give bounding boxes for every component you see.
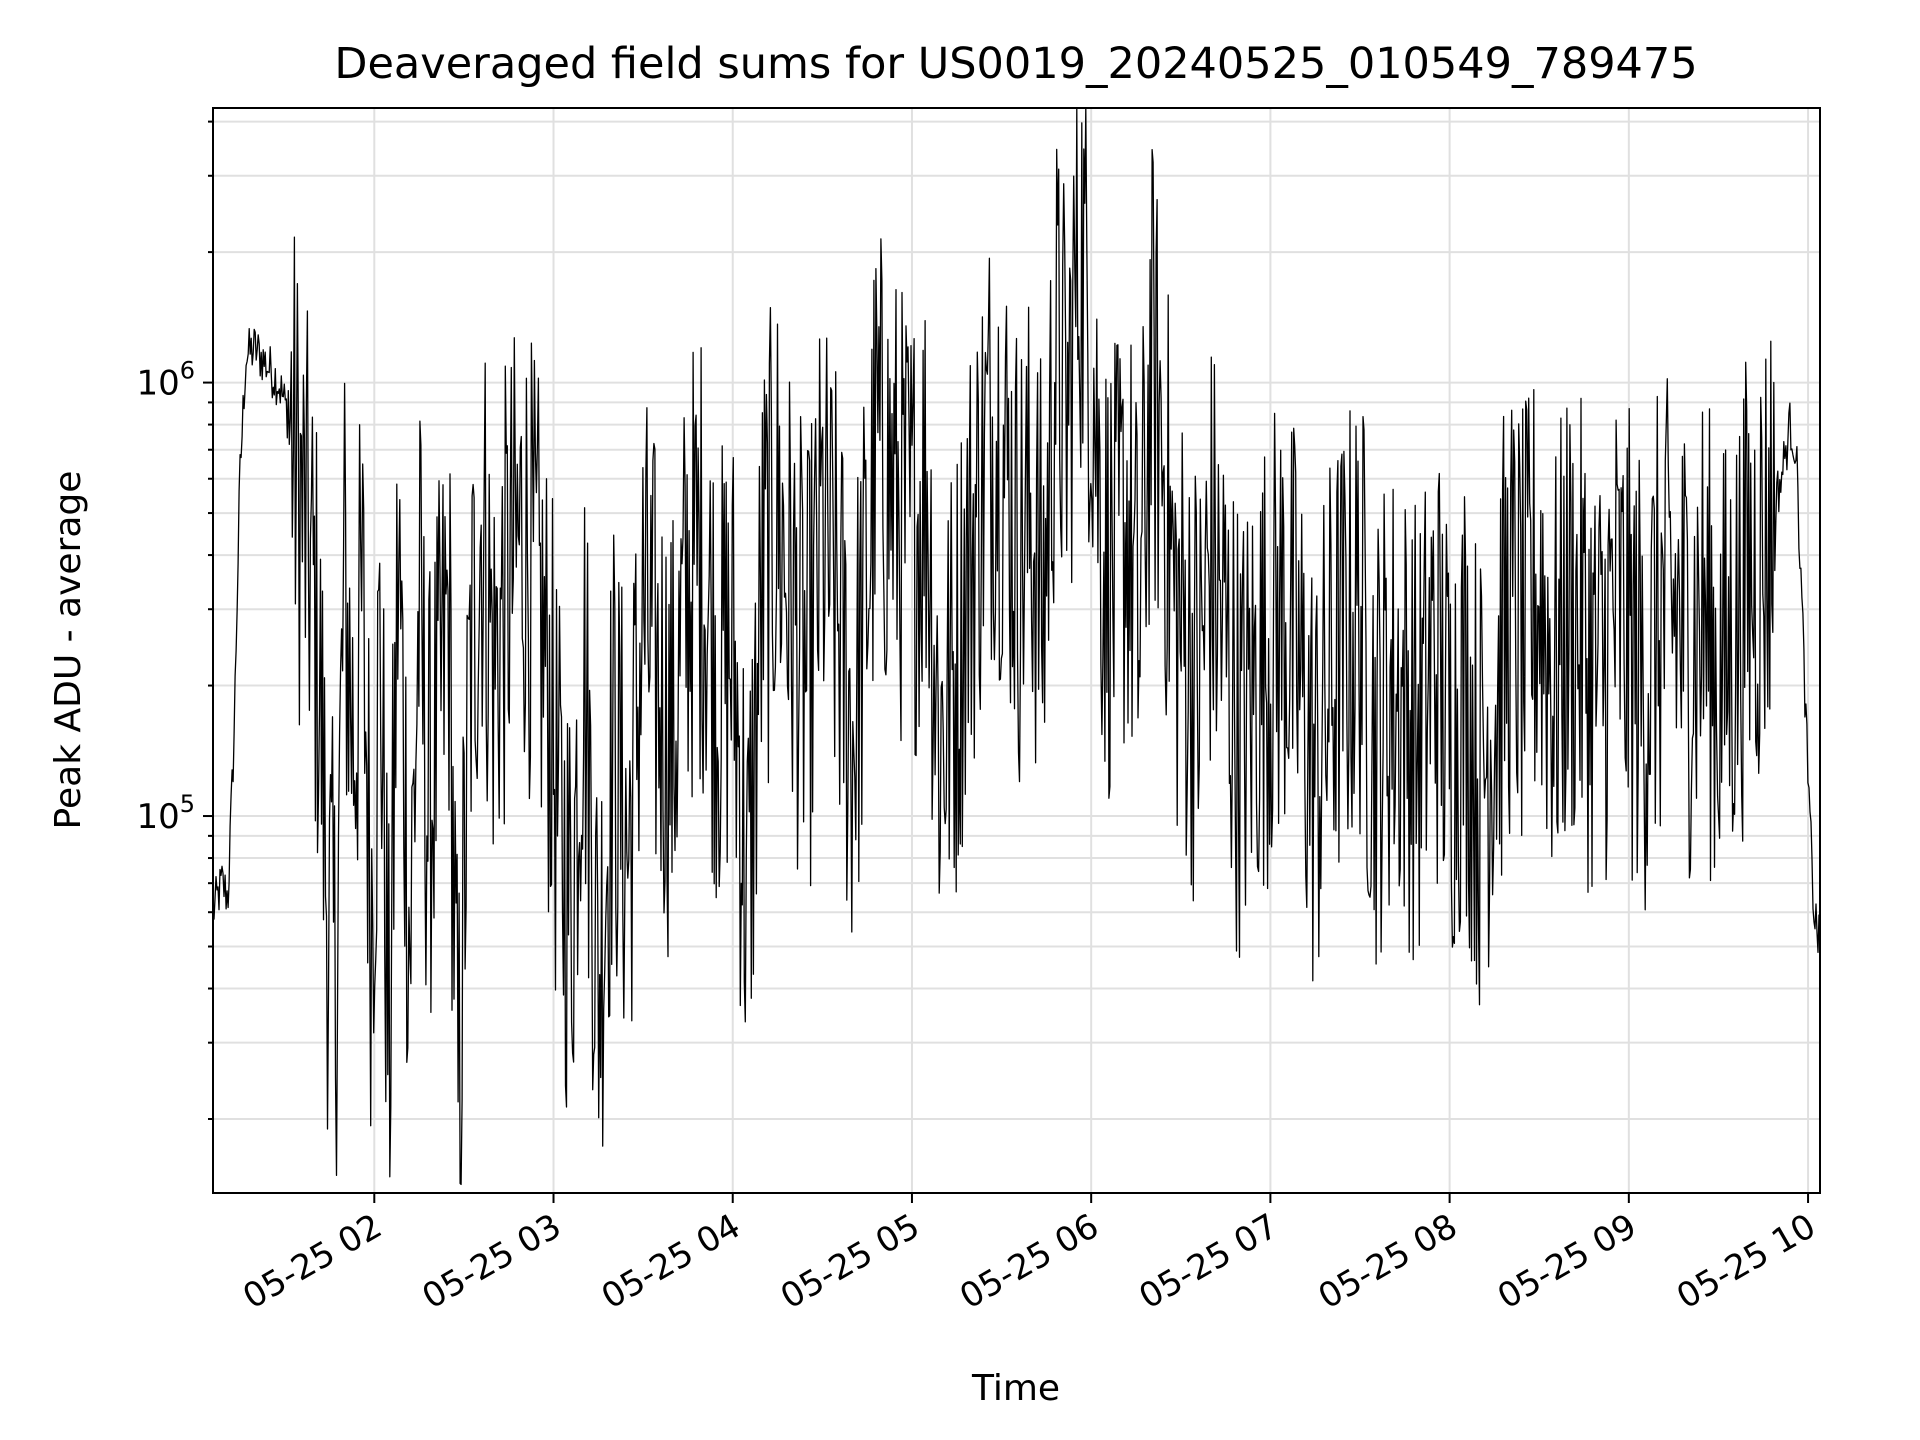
chart-title: Deaveraged field sums for US0019_2024052…	[334, 39, 1697, 89]
y-tick-label: 106	[136, 357, 195, 404]
axes-frame	[212, 107, 1821, 1194]
x-axis-label: Time	[971, 1368, 1060, 1409]
y-axis-ticks: 105 106	[136, 120, 213, 1121]
series-line	[213, 108, 1820, 1186]
plot-area	[213, 108, 1820, 1186]
y-tick-label: 105	[136, 790, 195, 837]
y-axis-label: Peak ADU - average	[48, 471, 89, 830]
